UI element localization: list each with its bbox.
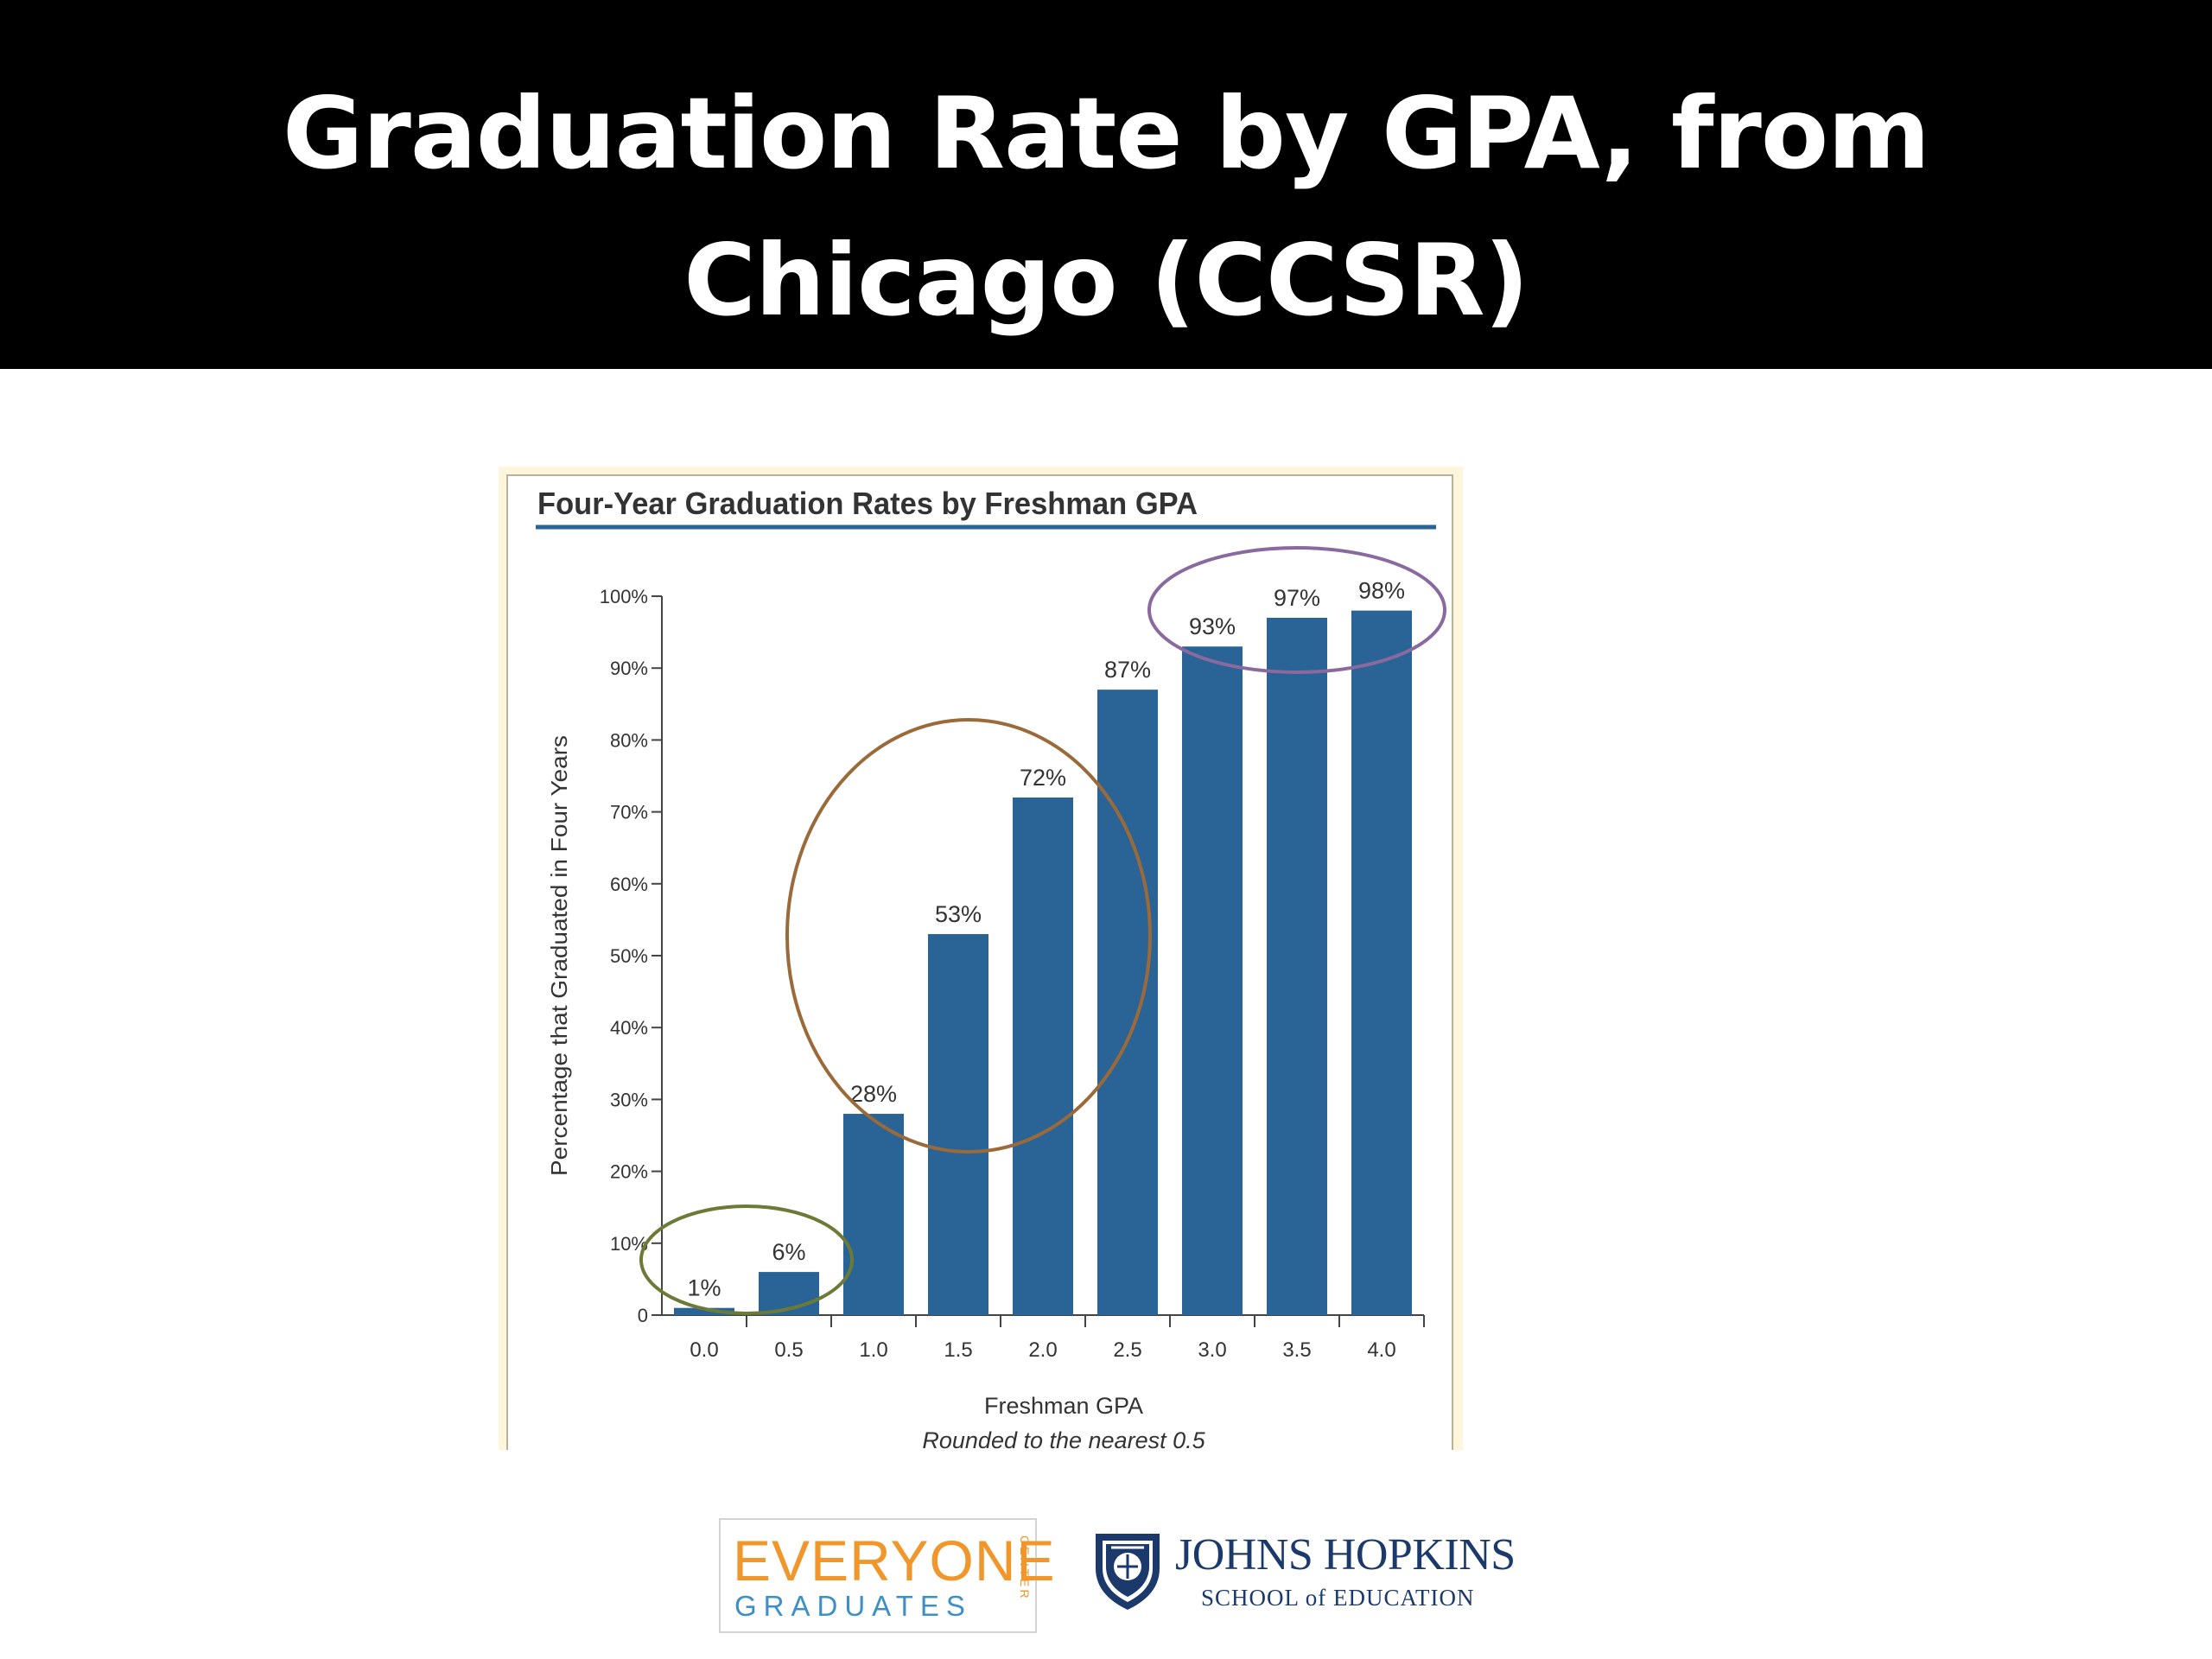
x-axis-label: Freshman GPA [984,1393,1143,1419]
johns-hopkins-shield-icon [1096,1534,1160,1610]
data-label: 72% [1020,765,1066,791]
bar [1267,617,1327,1315]
logo-johns-hopkins-text: JOHNS HOPKINS [1175,1530,1516,1580]
x-tick-label: 2.5 [1113,1338,1141,1362]
y-tick-label: 40% [610,1017,648,1039]
everyone-graduates-logo: EVERYONE GRADUATES CENTER [719,1518,1055,1633]
y-tick-label: 20% [610,1161,648,1183]
y-tick-label: 100% [600,586,648,607]
data-label: 98% [1358,578,1405,604]
data-label: 1% [687,1275,721,1301]
x-tick-label: 2.0 [1028,1338,1057,1362]
chart-title: Four-Year Graduation Rates by Freshman G… [537,486,1198,521]
bar [1182,646,1243,1315]
x-tick-label: 0.0 [690,1338,718,1362]
logo-everyone-text: EVERYONE [733,1529,1056,1592]
x-tick-label: 3.5 [1282,1338,1311,1362]
bar [1013,797,1073,1315]
bar [928,934,988,1315]
logo-center-text: CENTER [1018,1535,1032,1601]
y-tick-label: 60% [610,874,648,895]
x-tick-label: 4.0 [1367,1338,1395,1362]
highlight-circles [639,546,1446,1315]
bar [1351,610,1412,1315]
x-tick-label: 1.0 [859,1338,887,1362]
y-tick-label: 90% [610,658,648,679]
data-label: 28% [850,1081,897,1107]
y-axis-label: Percentage that Graduated in Four Years [546,735,572,1176]
bars: 1% 6% 28% 53% 72% 87% 93% 97% 98% [674,578,1412,1315]
title-bar: Graduation Rate by GPA, from Chicago (CC… [0,0,2212,369]
y-axis-ticks: 010%20%30%40%50%60%70%80%90%100% [600,586,662,1326]
x-tick-label: 1.5 [944,1338,972,1362]
x-axis-note: Rounded to the nearest 0.5 [922,1427,1205,1453]
y-tick-label: 70% [610,802,648,823]
bar [843,1114,904,1315]
logo-graduates-text: GRADUATES [734,1590,972,1622]
data-label: 53% [935,901,982,927]
highlight-circle-mid [785,718,1152,1154]
data-label: 6% [772,1239,805,1265]
highlight-circle-high [1147,546,1446,674]
bar [1097,690,1158,1315]
bar [674,1307,734,1315]
x-tick-label: 3.0 [1198,1338,1226,1362]
y-tick-label: 30% [610,1089,648,1110]
data-label: 97% [1274,585,1320,611]
y-tick-label: 50% [610,945,648,967]
y-tick-label: 80% [610,729,648,751]
data-label: 93% [1189,613,1236,639]
x-tick-label: 0.5 [774,1338,803,1362]
x-axis-ticks: 0.0 0.5 1.0 1.5 2.0 2.5 3.0 3.5 4.0 [690,1315,1425,1362]
highlight-circle-low [639,1205,854,1315]
data-label: 87% [1104,657,1151,683]
slide-title-line-1: Graduation Rate by GPA, from [283,76,1930,191]
logo-school-of-education-text: SCHOOL of EDUCATION [1201,1585,1475,1611]
slide-title-line-2: Chicago (CCSR) [683,223,1529,338]
y-tick-label: 0 [638,1305,648,1326]
